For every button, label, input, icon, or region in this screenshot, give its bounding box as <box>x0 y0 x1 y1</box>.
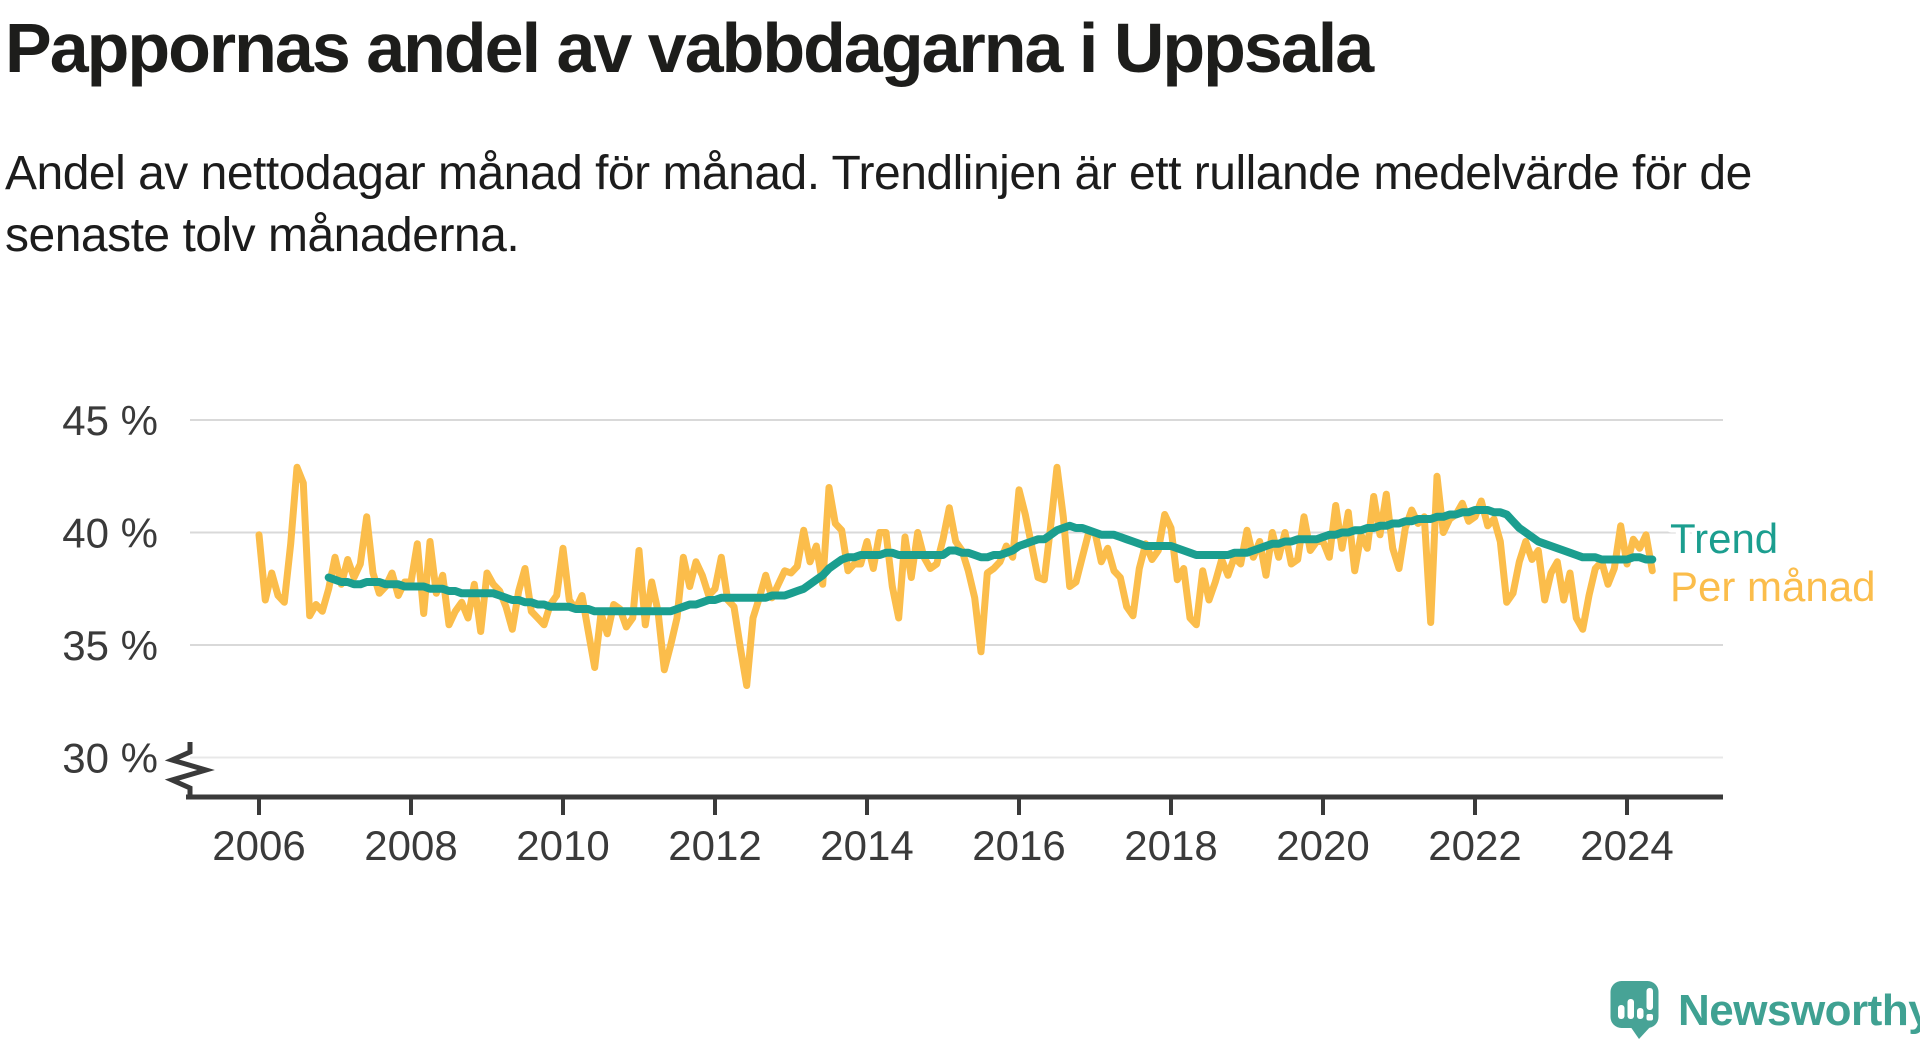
logo-exclamation-bar <box>1646 988 1653 1010</box>
x-tick-label: 2020 <box>1276 822 1369 869</box>
logo-bar-2 <box>1627 999 1634 1019</box>
logo-exclamation-dot <box>1646 1014 1653 1021</box>
gridlines <box>190 419 1723 759</box>
x-tick-label: 2008 <box>364 822 457 869</box>
x-tick-label: 2006 <box>212 822 305 869</box>
y-tick-label: 45 % <box>62 397 158 444</box>
monthly-series-line <box>255 463 1656 689</box>
x-tick-label: 2010 <box>516 822 609 869</box>
x-tick-label: 2022 <box>1428 822 1521 869</box>
newsworthy-logo-icon <box>1610 981 1659 1039</box>
subtitle-line-1: Andel av nettodagar månad för månad. Tre… <box>5 147 1752 200</box>
legend-label-trend: Trend <box>1670 515 1778 562</box>
x-tick-label: 2014 <box>820 822 913 869</box>
logo-bar-1 <box>1618 1005 1625 1019</box>
logo-bar-3 <box>1637 1008 1644 1019</box>
legend-label-monthly: Per månad <box>1670 563 1875 610</box>
x-tick-label: 2016 <box>972 822 1065 869</box>
chart-subtitle: Andel av nettodagar månad för månad. Tre… <box>5 143 1752 267</box>
y-tick-label: 40 % <box>62 510 158 557</box>
x-tick-label: 2012 <box>668 822 761 869</box>
axis-break-icon <box>164 742 215 797</box>
subtitle-line-2: senaste tolv månaderna. <box>5 209 520 262</box>
x-tick-label: 2018 <box>1124 822 1217 869</box>
newsworthy-logo-text: Newsworthy <box>1678 986 1920 1035</box>
x-tick-label: 2024 <box>1580 822 1673 869</box>
trend-series-line <box>324 506 1657 616</box>
y-tick-label: 30 % <box>62 735 158 782</box>
page-title: Pappornas andel av vabbdagarna i Uppsala <box>5 9 1374 87</box>
y-tick-label: 35 % <box>62 622 158 669</box>
newsworthy-logo: Newsworthy <box>1610 978 1920 1040</box>
x-axis: 2006 2008 2010 2012 2014 2016 2018 2020 2022 2024 <box>186 794 1723 869</box>
y-axis-labels: 45 % 40 % 35 % 30 % <box>62 397 158 782</box>
